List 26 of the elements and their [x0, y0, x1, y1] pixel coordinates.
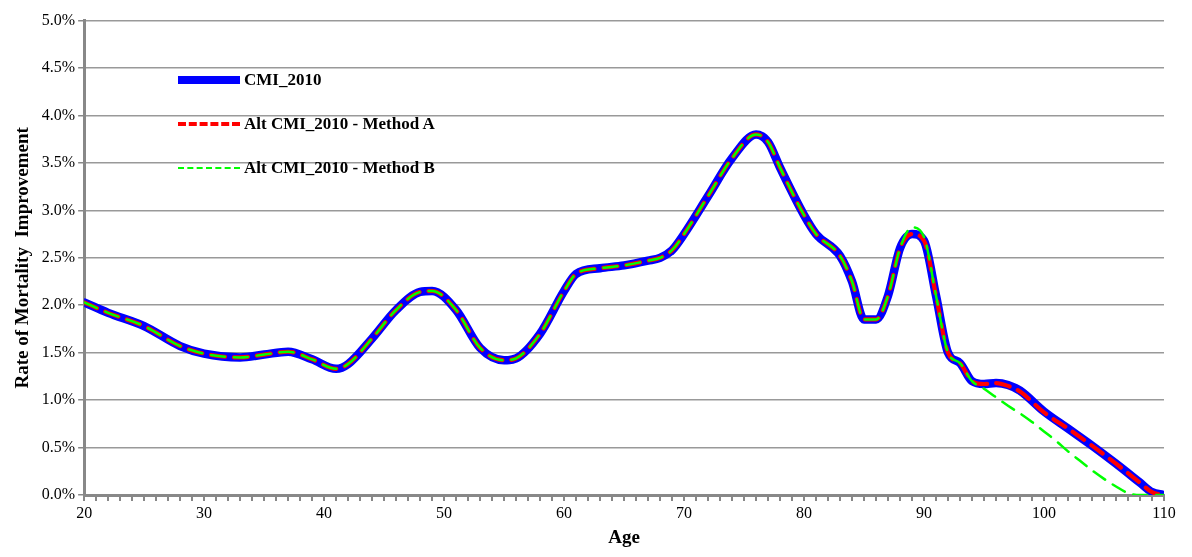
y-tick-label: 0.5%: [41, 437, 76, 455]
y-tick-label: 2.5%: [41, 248, 76, 265]
x-tick-label: 50: [436, 503, 453, 521]
y-tick-label: 3.0%: [41, 200, 76, 218]
x-tick-label: 70: [676, 503, 693, 521]
x-tick-label: 60: [556, 503, 573, 521]
y-tick-label: 5.0%: [41, 10, 76, 28]
legend-label: Alt CMI_2010 - Method A: [244, 114, 435, 134]
x-tick-label: 100: [1032, 503, 1057, 521]
x-axis-title: Age: [608, 525, 640, 547]
legend-label: Alt CMI_2010 - Method B: [244, 158, 435, 178]
legend-label: CMI_2010: [244, 70, 322, 90]
y-tick-label: 1.5%: [41, 342, 76, 360]
x-tick-label: 40: [316, 503, 333, 521]
x-tick-label: 110: [1152, 503, 1176, 521]
x-tick-label: 80: [796, 503, 813, 521]
x-tick-label: 30: [196, 503, 213, 521]
y-tick-label: 4.5%: [41, 58, 76, 76]
x-tick-label: 90: [916, 503, 933, 521]
y-tick-label: 3.5%: [41, 153, 76, 171]
y-tick-label: 0.0%: [41, 485, 76, 503]
y-tick-label: 1.0%: [41, 390, 76, 408]
y-axis-title: Rate of Mortality Improvement: [11, 126, 33, 389]
y-tick-label: 4.0%: [41, 105, 76, 123]
y-tick-label: 2.0%: [41, 295, 76, 313]
x-tick-label: 20: [76, 503, 93, 521]
